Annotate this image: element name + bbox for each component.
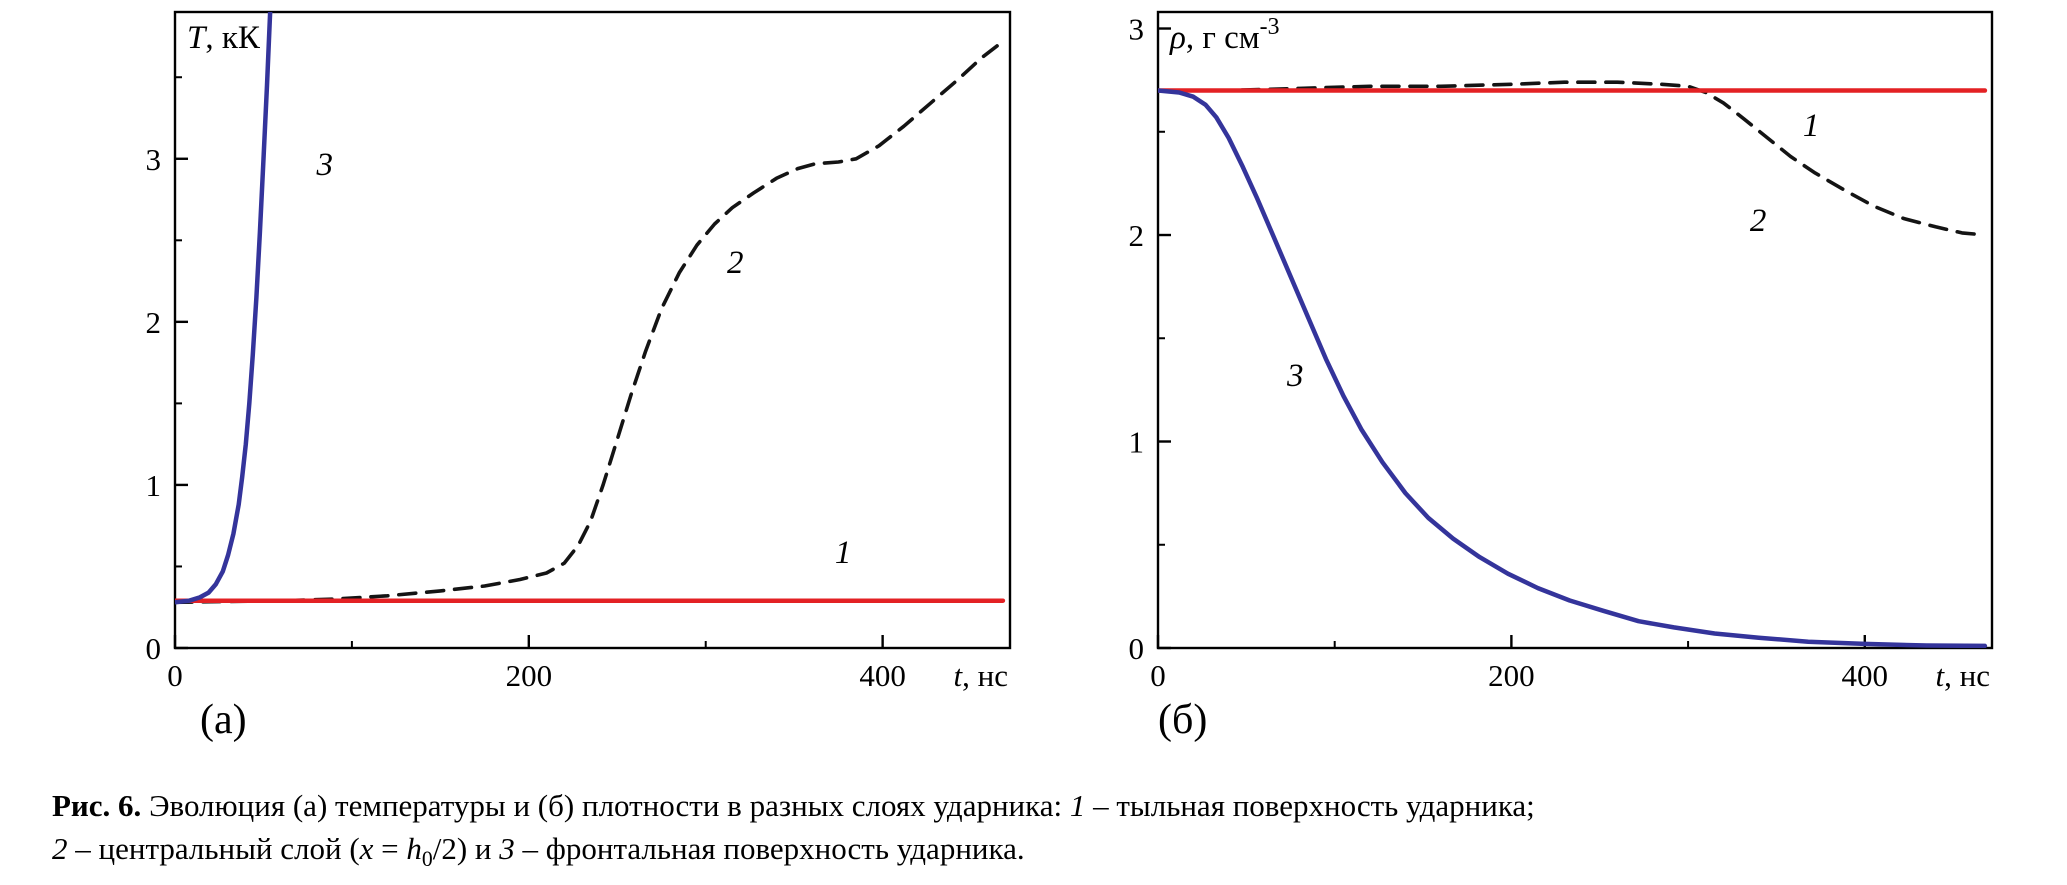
svg-text:ρ, г см-3: ρ, г см-3: [1169, 14, 1279, 56]
svg-text:0: 0: [1150, 658, 1166, 693]
svg-text:1: 1: [835, 535, 852, 571]
svg-text:0: 0: [146, 631, 162, 666]
svg-text:t, нс: t, нс: [954, 658, 1008, 693]
svg-text:3: 3: [316, 147, 334, 183]
svg-text:2: 2: [727, 245, 744, 281]
svg-text:T, кК: T, кК: [187, 20, 261, 56]
density-chart: 0 200 400 0 1 2 3 1 2 3 ρ, г см-3 t, нс: [1129, 10, 1994, 693]
svg-text:200: 200: [1488, 658, 1535, 693]
svg-text:3: 3: [146, 142, 162, 177]
svg-text:200: 200: [506, 658, 553, 693]
svg-text:1: 1: [1129, 425, 1145, 460]
svg-text:2: 2: [1750, 203, 1767, 239]
svg-text:0: 0: [167, 658, 183, 693]
svg-text:0: 0: [1129, 631, 1145, 666]
svg-text:1: 1: [146, 468, 162, 503]
svg-text:3: 3: [1129, 12, 1145, 47]
svg-text:2: 2: [1129, 218, 1145, 253]
svg-text:1: 1: [1803, 108, 1820, 144]
svg-text:400: 400: [859, 658, 906, 693]
temperature-chart: 0 200 400 0 1 2 3 1 2 3 T, кК t, нс: [146, 10, 1012, 693]
figure-caption: Рис. 6. Эволюция (а) температуры и (б) п…: [52, 788, 1535, 872]
panel-label-b: (б): [1158, 697, 1208, 743]
svg-text:2: 2: [146, 305, 162, 340]
svg-text:400: 400: [1842, 658, 1889, 693]
panel-label-a: (а): [200, 697, 247, 743]
svg-text:t, нс: t, нс: [1936, 658, 1990, 693]
svg-text:3: 3: [1286, 358, 1304, 394]
